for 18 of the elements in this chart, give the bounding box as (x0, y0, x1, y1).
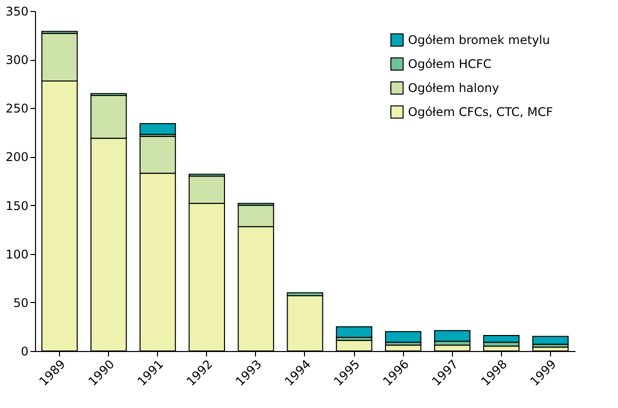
bar (434, 330, 470, 342)
bar (336, 326, 372, 338)
legend-label: Ogółem HCFC (408, 57, 492, 71)
y-tick-label: 150 (6, 198, 28, 213)
y-tick-label: 200 (6, 150, 28, 164)
bar (532, 336, 569, 345)
y-tick-label: 300 (6, 53, 28, 68)
bar (483, 334, 520, 343)
legend-label: Ogółem CFCs, CTC, MCF (408, 105, 553, 119)
legend-label: Ogółem bromek metylu (408, 33, 550, 47)
y-tick-label: 100 (6, 247, 28, 262)
y-tick-label: 50 (13, 296, 28, 310)
y-tick-label: 250 (6, 102, 28, 116)
bar (385, 331, 422, 343)
y-tick-label: 350 (6, 4, 28, 18)
legend-label: Ogółem halony (408, 81, 500, 95)
y-tick-label: 0 (20, 344, 28, 358)
bar (140, 123, 176, 135)
